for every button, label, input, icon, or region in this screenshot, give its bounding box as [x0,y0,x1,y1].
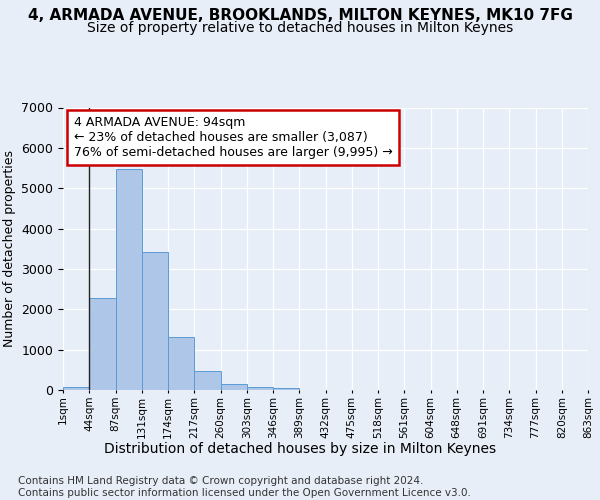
Bar [221,384,247,390]
Bar [168,337,194,390]
Text: 4, ARMADA AVENUE, BROOKLANDS, MILTON KEYNES, MK10 7FG: 4, ARMADA AVENUE, BROOKLANDS, MILTON KEY… [28,8,572,22]
Bar [142,252,168,390]
Bar [273,388,299,390]
Y-axis label: Number of detached properties: Number of detached properties [3,150,16,348]
Text: Distribution of detached houses by size in Milton Keynes: Distribution of detached houses by size … [104,442,496,456]
Bar [89,298,115,390]
Bar [115,169,142,390]
Text: Size of property relative to detached houses in Milton Keynes: Size of property relative to detached ho… [87,21,513,35]
Bar [247,386,273,390]
Text: 4 ARMADA AVENUE: 94sqm
← 23% of detached houses are smaller (3,087)
76% of semi-: 4 ARMADA AVENUE: 94sqm ← 23% of detached… [74,116,392,159]
Text: Contains HM Land Registry data © Crown copyright and database right 2024.
Contai: Contains HM Land Registry data © Crown c… [18,476,471,498]
Bar [63,387,89,390]
Bar [194,372,221,390]
